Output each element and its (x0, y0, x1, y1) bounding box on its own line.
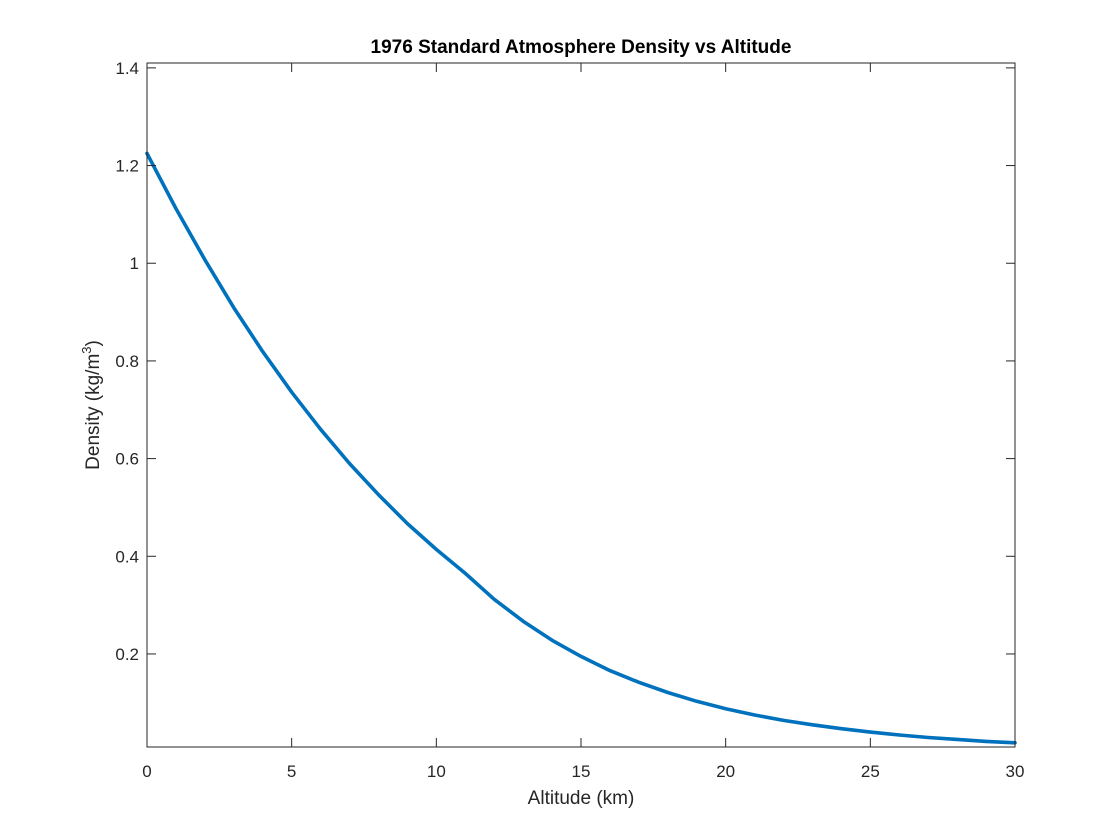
y-tick-label: 0.6 (115, 450, 139, 469)
axes-box (146, 62, 1016, 748)
y-tick-label: 1.4 (115, 59, 139, 78)
x-tick-label: 10 (427, 762, 446, 781)
x-tick-label: 5 (287, 762, 296, 781)
x-tick-label: 25 (861, 762, 880, 781)
y-axis-label-superscript: 3 (79, 346, 94, 353)
y-axis-label-close: ) (83, 340, 104, 346)
plot-area (147, 63, 1015, 747)
x-tick-label: 15 (572, 762, 591, 781)
y-tick-label: 0.8 (115, 352, 139, 371)
y-tick-label: 0.2 (115, 645, 139, 664)
y-axis-label: Density (kg/m3) (79, 340, 104, 470)
y-tick-label: 1.2 (115, 157, 139, 176)
density-series-line (145, 151, 1017, 745)
series-layer (145, 151, 1017, 745)
tick-layer: 0 5 10 15 20 25 30 0.2 0.4 0.6 0.8 1 1.2 1.4 (115, 59, 1024, 781)
y-tick-label: 0.4 (115, 547, 139, 566)
x-axis-label: Altitude (km) (528, 788, 635, 809)
x-tick-label: 30 (1006, 762, 1025, 781)
y-tick-label: 1 (130, 254, 139, 273)
x-tick-label: 20 (716, 762, 735, 781)
x-tick-label: 0 (142, 762, 151, 781)
chart-title: 1976 Standard Atmosphere Density vs Alti… (371, 37, 792, 58)
y-axis-label-main: Density (kg/m (83, 354, 104, 470)
